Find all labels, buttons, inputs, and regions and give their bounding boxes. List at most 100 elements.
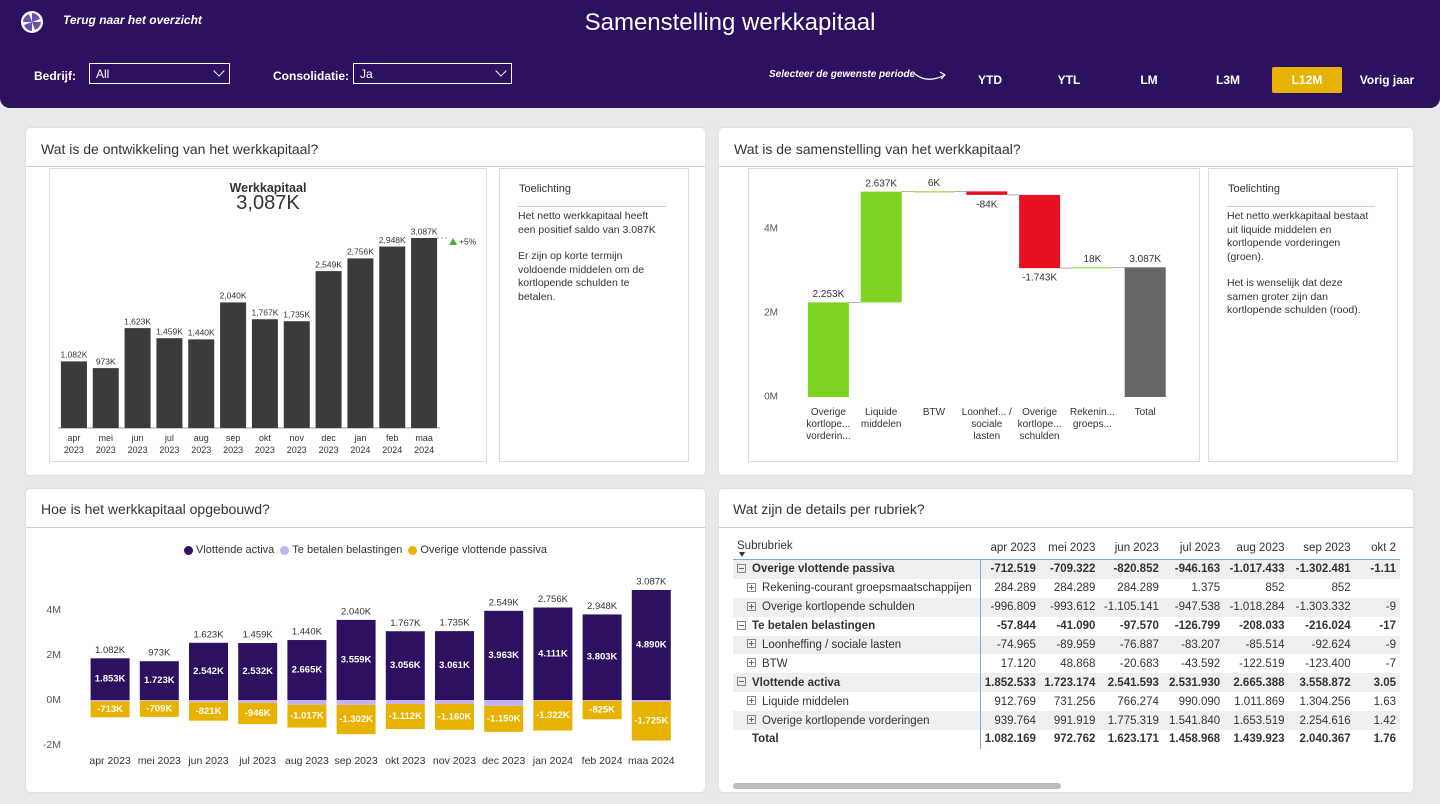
cell: 1.775.319 [1099, 711, 1163, 731]
panel [26, 489, 705, 792]
cell: 1.42 [1354, 711, 1400, 731]
cell: -7 [1385, 657, 1396, 670]
x-tick-label: Total [1134, 407, 1156, 418]
cell: 2.665.388 [1224, 673, 1289, 693]
cell: 2.254.616 [1288, 711, 1355, 731]
chevron [213, 65, 225, 77]
dropdown[interactable]: Ja [353, 63, 512, 84]
cell: -126.799 [1174, 620, 1221, 633]
x-tick-label: apr 2023 [63, 433, 84, 455]
note-text: Het netto werkkapitaal bestaat uit liqui… [1227, 210, 1369, 263]
legend-item[interactable]: Te betalen belastingen [280, 544, 402, 556]
cell: 852 [1331, 582, 1351, 595]
dropdown-value: All [96, 67, 110, 81]
cell: 2.040.367 [1299, 733, 1351, 746]
dropdown[interactable]: All [89, 63, 230, 84]
kpi-value: 3,087K [236, 192, 300, 214]
x-tick-label: nov 2023 [432, 755, 477, 767]
row-header: Overige vlottende passiva [733, 559, 981, 579]
row-header: BTW [733, 654, 981, 674]
divider [719, 166, 1413, 167]
divider [26, 527, 705, 528]
expand-icon[interactable] [747, 715, 756, 725]
x-tick-label: Rekenin... groeps... [1069, 407, 1115, 430]
chevron [495, 65, 507, 77]
table-row: Overige kortlopende vorderingen 939.764 99… [733, 711, 1400, 731]
cell: -9 [1354, 597, 1400, 617]
legend-label: Vlottende activa [196, 544, 275, 556]
cell: -1.11 [1354, 559, 1400, 579]
row-label: Overige vlottende passiva [752, 563, 895, 576]
filter-label: Bedrijf: [34, 69, 76, 83]
x-tick-label: jan 2024 [532, 755, 574, 767]
cell: 284.289 [994, 582, 1036, 595]
cell: 991.919 [1039, 711, 1100, 731]
period-button[interactable]: LM [1140, 73, 1158, 87]
x-tick-label: jan 2024 [350, 433, 371, 455]
cell: 1.723.174 [1039, 673, 1100, 693]
expand-icon[interactable] [737, 620, 746, 630]
cell: 731.256 [1053, 695, 1096, 708]
column-header: mei 2023 [1048, 542, 1096, 554]
row-header: Total [733, 730, 981, 749]
divider [719, 527, 1413, 528]
expand-icon[interactable] [747, 696, 756, 706]
back-link[interactable]: Terug naar het overzicht [63, 13, 202, 27]
cell: -993.612 [1039, 597, 1100, 617]
note-text: Er zijn op korte termijn voldoende midde… [518, 250, 645, 303]
period-button[interactable]: L12M [1272, 67, 1342, 93]
panel-title: Wat is de samenstelling van het werkkapi… [734, 141, 1021, 157]
scrollbar[interactable] [733, 783, 1061, 789]
row-label: Rekening-courant groepsmaatschappijen [762, 582, 972, 595]
legend-item[interactable]: Overige vlottende passiva [408, 544, 547, 556]
x-tick-label: maa 2024 [414, 433, 435, 455]
period-button[interactable]: YTD [978, 73, 1002, 87]
divider [26, 166, 705, 167]
x-tick-label: Loonhef... / sociale lasten [961, 407, 1012, 442]
x-tick-label: dec 2023 [482, 755, 526, 767]
period-button[interactable]: YTL [1057, 73, 1081, 87]
row-label: BTW [762, 657, 788, 670]
cell: 1.304.256 [1299, 695, 1351, 708]
expand-icon[interactable] [737, 677, 746, 687]
table-row: Overige vlottende passiva -712.519 -709.32… [733, 559, 1400, 579]
expand-icon[interactable] [737, 563, 746, 573]
row-header: Te betalen belastingen [733, 616, 981, 636]
x-tick-label: jun 2023 [188, 755, 229, 767]
cell: 912.769 [994, 695, 1036, 708]
logo[interactable] [20, 10, 44, 34]
cell: 3.05 [1354, 673, 1400, 693]
arrow [914, 71, 946, 80]
cell: -83.207 [1162, 635, 1225, 655]
page-title: Samenstelling werkkapitaal [584, 9, 876, 36]
expand-icon[interactable] [747, 601, 756, 611]
cell [1355, 579, 1400, 598]
x-tick-label: dec 2023 [318, 433, 339, 455]
table-row: Rekening-courant groepsmaatschappijen 284… [733, 578, 1400, 598]
note-text: Het is wenselijk dat deze samen groter z… [1227, 277, 1361, 316]
x-tick-label: nov 2023 [286, 433, 307, 455]
x-tick-label: aug 2023 [191, 433, 212, 455]
x-tick-label: okt 2023 [385, 755, 426, 767]
column-header: apr 2023 [990, 542, 1036, 554]
period-button[interactable]: L3M [1216, 73, 1240, 87]
cell: -1.017.433 [1224, 559, 1289, 579]
filter-label: Consolidatie: [273, 69, 350, 83]
period-button[interactable]: Vorig jaar [1359, 73, 1415, 87]
legend-item[interactable]: Vlottende activa [184, 544, 274, 556]
chart-title: Werkkapitaal [229, 181, 307, 195]
cell: 852 [1265, 582, 1285, 595]
panel-title: Wat zijn de details per rubriek? [733, 501, 925, 517]
table-row: Loonheffing / sociale lasten -74.965 -89.9… [733, 635, 1400, 655]
cell: -41.090 [1056, 620, 1096, 633]
row-label: Vlottende activa [752, 676, 841, 689]
cell: 1.63 [1373, 695, 1396, 708]
cell: -43.592 [1181, 657, 1221, 670]
table: Subrubriek apr 2023 mei 2023 jun 2023 jul 20… [733, 537, 1400, 749]
cell: -1.302.481 [1288, 559, 1355, 579]
expand-icon[interactable] [747, 582, 756, 592]
cell: -97.570 [1119, 620, 1159, 633]
expand-icon[interactable] [747, 639, 756, 649]
note-text: Het netto werkkapitaal heeft een positie… [518, 210, 656, 236]
expand-icon[interactable] [747, 658, 756, 668]
